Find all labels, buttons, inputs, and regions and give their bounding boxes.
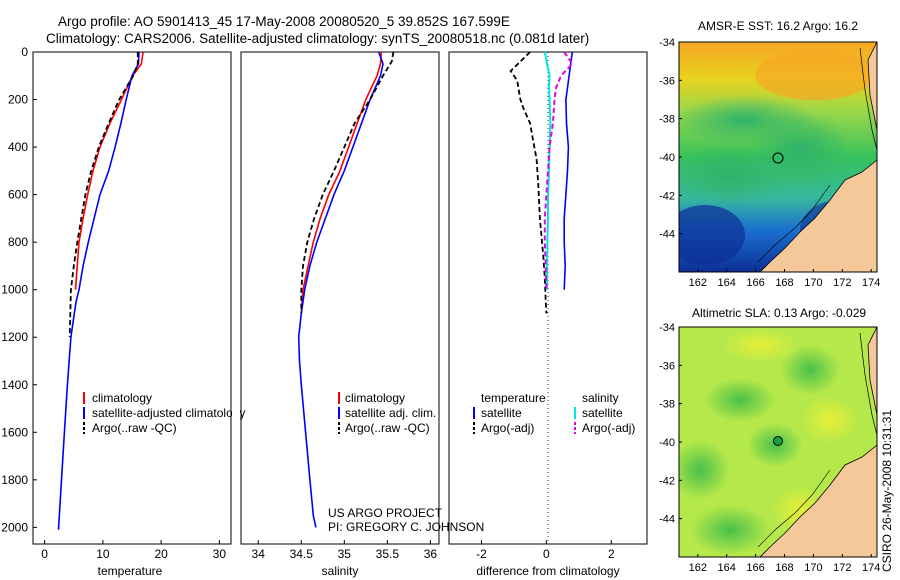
salinity-plot-area bbox=[240, 51, 440, 545]
depth-tick-label: 800 bbox=[8, 235, 28, 249]
depth-tick-label: 1600 bbox=[1, 425, 28, 439]
map-lon-label: 170 bbox=[804, 562, 822, 574]
x-tick-label: 10 bbox=[96, 547, 110, 561]
sla-map-title: Altimetric SLA: 0.13 Argo: -0.029 bbox=[692, 306, 866, 320]
legend-title-salinity: salinity bbox=[582, 391, 619, 405]
salinity-satellite-adjusted-line bbox=[297, 51, 384, 528]
salinity-climatology-line bbox=[300, 51, 383, 314]
map-lat-label: -34 bbox=[659, 37, 675, 49]
map-lat-label: -44 bbox=[659, 229, 675, 241]
legend-label: Argo(-adj) bbox=[481, 421, 534, 435]
map-lat-label: -42 bbox=[659, 190, 675, 202]
timestamp: CSIRO 26-May-2008 10:31:31 bbox=[880, 410, 894, 572]
depth-tick-label: 400 bbox=[8, 140, 28, 154]
map-lat-label: -40 bbox=[659, 152, 675, 164]
map-lat-label: -36 bbox=[659, 360, 675, 372]
legend-label: satellite adj. clim. bbox=[345, 406, 436, 420]
depth-tick-label: 0 bbox=[21, 45, 28, 59]
map-lat-label: -40 bbox=[659, 437, 675, 449]
map-lon-label: 174 bbox=[862, 562, 880, 574]
difference-salinity-satellite-line bbox=[543, 51, 552, 290]
legend-label: satellite bbox=[481, 406, 522, 420]
map-lon-label: 166 bbox=[746, 277, 764, 289]
map-lon-label: 172 bbox=[833, 562, 851, 574]
difference-plot-area bbox=[448, 51, 648, 545]
map-lon-label: 172 bbox=[833, 277, 851, 289]
map-lat-label: -36 bbox=[659, 75, 675, 87]
sst-map-title: AMSR-E SST: 16.2 Argo: 16.2 bbox=[698, 19, 858, 33]
legend-clip-mask bbox=[232, 405, 240, 421]
x-tick-label: 35 bbox=[338, 547, 352, 561]
temperature-x-axis: 0 10 20 30 bbox=[41, 540, 226, 561]
map-lon-label: 162 bbox=[689, 277, 707, 289]
sst-argo-marker bbox=[772, 152, 784, 164]
map-lon-label: 168 bbox=[775, 562, 793, 574]
sst-map-axes: -34 -36 -38 -40 -42 -44 162 164 166 168 170 172 174 bbox=[659, 37, 880, 289]
figure-title-line2: Climatology: CARS2006. Satellite-adjuste… bbox=[46, 31, 589, 46]
x-tick-label: 0 bbox=[41, 547, 48, 561]
legend-label: Argo(-adj) bbox=[582, 421, 635, 435]
legend-label: climatology bbox=[92, 391, 152, 405]
map-lon-label: 166 bbox=[746, 562, 764, 574]
salinity-legend: climatology satellite adj. clim. Argo(..… bbox=[338, 391, 436, 435]
depth-axis: 0 200 400 600 800 1000 1200 1400 1600 1800 2000 bbox=[1, 45, 37, 534]
map-lon-label: 162 bbox=[689, 562, 707, 574]
sla-argo-marker bbox=[773, 436, 783, 446]
x-tick-label: 20 bbox=[154, 547, 168, 561]
map-lat-label: -38 bbox=[659, 399, 675, 411]
temperature-satellite-adjusted-line bbox=[57, 51, 140, 530]
credit-line2: PI: GREGORY C. JOHNSON bbox=[328, 520, 484, 534]
salinity-axis-label: salinity bbox=[322, 564, 359, 578]
x-tick-label: 34 bbox=[252, 547, 266, 561]
salinity-argo-line bbox=[300, 51, 395, 314]
map-lon-label: 174 bbox=[862, 277, 880, 289]
depth-tick-label: 1800 bbox=[1, 473, 28, 487]
legend-label: satellite bbox=[582, 406, 623, 420]
depth-tick-label: 1200 bbox=[1, 330, 28, 344]
depth-tick-label: 2000 bbox=[1, 520, 28, 534]
depth-tick-label: 200 bbox=[8, 93, 28, 107]
map-lat-label: -44 bbox=[659, 514, 675, 526]
legend-label: satellite-adjusted climatology bbox=[92, 406, 245, 420]
legend-label: Argo(..raw -QC) bbox=[345, 421, 430, 435]
depth-tick-label: 600 bbox=[8, 188, 28, 202]
map-lat-label: -34 bbox=[659, 322, 675, 334]
difference-axis-label: difference from climatology bbox=[476, 564, 619, 578]
x-tick-label: 0 bbox=[543, 547, 550, 561]
map-lon-label: 170 bbox=[804, 277, 822, 289]
credit-line1: US ARGO PROJECT bbox=[328, 506, 443, 520]
figure-title-line1: Argo profile: AO 5901413_45 17-May-2008 … bbox=[58, 14, 510, 29]
map-lon-label: 168 bbox=[775, 277, 793, 289]
temperature-plot-area bbox=[32, 51, 232, 545]
map-lon-label: 164 bbox=[718, 562, 736, 574]
map-lon-label: 164 bbox=[718, 277, 736, 289]
x-tick-label: 36 bbox=[424, 547, 438, 561]
temperature-legend: climatology satellite-adjusted climatolo… bbox=[83, 391, 245, 435]
map-lat-label: -42 bbox=[659, 475, 675, 487]
x-tick-label: -2 bbox=[476, 547, 487, 561]
legend-title-temperature: temperature bbox=[481, 391, 546, 405]
legend-label: climatology bbox=[345, 391, 405, 405]
map-lat-label: -38 bbox=[659, 114, 675, 126]
temperature-argo-line bbox=[68, 52, 139, 338]
sla-map-image bbox=[679, 327, 877, 557]
difference-legend: temperature salinity satellite Argo(-adj… bbox=[473, 391, 635, 435]
x-tick-label: 30 bbox=[213, 547, 227, 561]
difference-x-axis: -2 0 2 bbox=[476, 540, 615, 561]
depth-tick-label: 1000 bbox=[1, 283, 28, 297]
depth-tick-label: 1400 bbox=[1, 378, 28, 392]
x-tick-label: 2 bbox=[608, 547, 615, 561]
salinity-x-axis: 34 34.5 35 35.5 36 bbox=[252, 540, 438, 561]
difference-temperature-satellite-line bbox=[563, 51, 574, 290]
sla-map-axes: -34 -36 -38 -40 -42 -44 162 164 166 168 170 172 174 bbox=[659, 322, 880, 574]
sst-map-image bbox=[679, 42, 877, 272]
legend-label: Argo(..raw -QC) bbox=[92, 421, 177, 435]
difference-temperature-argo-line bbox=[509, 51, 548, 314]
x-tick-label: 34.5 bbox=[290, 547, 314, 561]
x-tick-label: 35.5 bbox=[376, 547, 400, 561]
temperature-axis-label: temperature bbox=[98, 564, 163, 578]
